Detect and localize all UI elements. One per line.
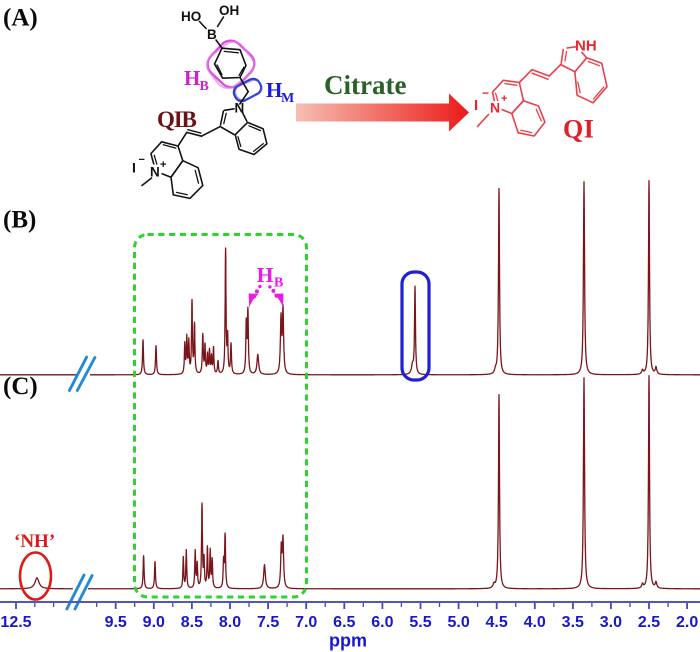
svg-text:ppm: ppm [329,631,367,651]
svg-text:H: H [184,66,200,90]
svg-text:I: I [474,97,478,114]
svg-text:5.5: 5.5 [409,614,431,631]
svg-text:H: H [266,78,282,102]
svg-text:6.5: 6.5 [333,614,355,631]
svg-text:‘NH’: ‘NH’ [14,531,55,552]
svg-text:I: I [132,160,136,176]
svg-text:OH: OH [219,3,239,18]
svg-text:+: + [160,159,166,171]
svg-text:N: N [150,165,160,180]
svg-text:12.5: 12.5 [0,614,31,631]
svg-text:QI: QI [563,115,594,144]
svg-text:2.5: 2.5 [638,614,660,631]
svg-text:B: B [274,276,283,291]
svg-text:2.0: 2.0 [676,614,698,631]
svg-text:NH: NH [575,38,597,55]
svg-text:N: N [490,100,500,116]
svg-text:3.5: 3.5 [562,614,584,631]
svg-text:B: B [207,27,217,42]
svg-text:M: M [281,91,294,106]
svg-text:(A): (A) [3,5,38,32]
svg-text:5.0: 5.0 [447,614,469,631]
svg-text:+: + [501,93,507,105]
svg-text:7.0: 7.0 [295,614,317,631]
svg-text:(B): (B) [3,207,36,234]
svg-text:(C): (C) [3,373,38,400]
svg-text:8.5: 8.5 [181,614,203,631]
svg-text:H: H [257,263,274,287]
svg-text:3.0: 3.0 [600,614,622,631]
svg-text:−: − [482,86,489,100]
svg-text:N: N [235,101,245,116]
svg-text:9.0: 9.0 [143,614,165,631]
svg-text:7.5: 7.5 [257,614,279,631]
svg-text:4.0: 4.0 [524,614,546,631]
svg-text:6.0: 6.0 [371,614,393,631]
svg-text:9.5: 9.5 [105,614,127,631]
svg-text:QIB: QIB [157,107,196,132]
svg-text:B: B [200,79,209,94]
svg-text:Citrate: Citrate [324,70,406,100]
svg-text:8.0: 8.0 [219,614,241,631]
svg-text:HO: HO [181,9,201,24]
svg-text:−: − [139,154,145,166]
svg-text:4.5: 4.5 [485,614,507,631]
